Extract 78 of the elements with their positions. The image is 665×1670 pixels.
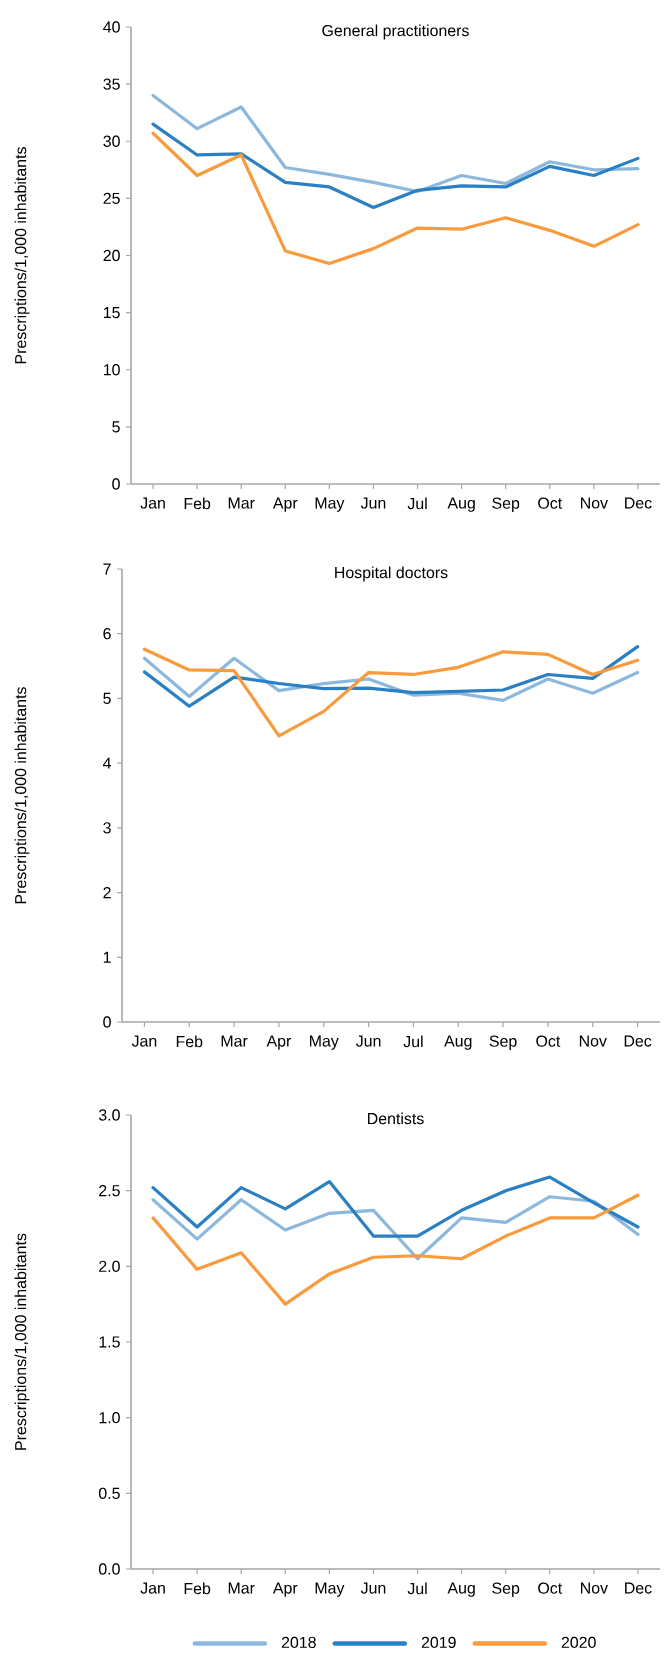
y-tick-label: 20: [103, 249, 120, 262]
x-tick-label: Aug: [444, 1035, 472, 1050]
line-series: [151, 1175, 640, 1238]
y-tick-label: 30: [103, 135, 120, 147]
y-tick-label: 5: [103, 692, 111, 704]
x-tick-label: Mar: [228, 497, 255, 509]
y-tick-label: 0: [103, 1016, 111, 1028]
x-tick-label: Feb: [176, 1035, 203, 1048]
y-tick-label: 40: [103, 21, 120, 33]
x-tick-label: Jun: [355, 1035, 381, 1047]
legend-label: 2020: [561, 1636, 596, 1649]
x-tick-label: Oct: [538, 1582, 563, 1594]
y-tick-label: 7: [103, 563, 111, 575]
x-tick-label: Jul: [403, 1035, 423, 1048]
x-tick-label: Jul: [407, 1582, 427, 1595]
x-tick-label: Jan: [140, 497, 165, 509]
chart-title: General practitioners: [322, 24, 469, 40]
legend-label: 2018: [281, 1636, 316, 1649]
x-tick-label: Mar: [228, 1582, 255, 1594]
x-tick-label: Nov: [581, 497, 608, 509]
x-tick-label: Jun: [360, 1582, 386, 1594]
x-tick-label: Apr: [272, 497, 298, 512]
y-tick-label: 5: [112, 421, 120, 433]
x-tick-label: Jun: [360, 497, 386, 509]
line-series: [151, 93, 640, 194]
y-tick-label: 2.5: [99, 1185, 120, 1197]
x-tick-label: Nov: [579, 1035, 607, 1047]
y-tick-label: 0.5: [98, 1487, 120, 1499]
x-tick-label: Mar: [221, 1035, 248, 1047]
x-tick-label: Feb: [184, 1582, 211, 1595]
x-tick-label: May: [315, 497, 345, 512]
chart-title: Dentists: [368, 1112, 424, 1125]
y-tick-label: 1: [103, 951, 111, 963]
x-tick-label: Apr: [272, 1582, 298, 1597]
x-tick-label: Oct: [538, 497, 563, 509]
y-tick-label: 3.0: [98, 1109, 120, 1121]
y-tick-label: 4: [102, 757, 112, 769]
x-tick-label: Aug: [447, 497, 475, 512]
line-series: [151, 1195, 640, 1261]
y-axis-title: Prescriptions/1,000 inhabitants: [14, 1233, 30, 1450]
x-tick-label: Feb: [184, 497, 211, 510]
y-tick-label: 15: [103, 307, 120, 319]
y-axis-title: Prescriptions/1,000 inhabitants: [14, 147, 30, 364]
x-tick-label: Dec: [625, 497, 652, 509]
y-tick-label: 3: [103, 822, 111, 834]
line-series: [142, 647, 640, 738]
x-tick-label: Jan: [131, 1035, 157, 1047]
y-tick-label: 35: [103, 78, 120, 90]
y-tick-label: 1.0: [99, 1412, 120, 1424]
x-tick-label: Apr: [266, 1035, 292, 1050]
y-tick-label: 1.5: [99, 1336, 120, 1348]
y-tick-label: 10: [103, 364, 120, 376]
x-tick-label: Jan: [140, 1582, 165, 1594]
x-tick-label: Dec: [625, 1582, 652, 1594]
x-tick-label: Sep: [492, 497, 520, 512]
y-tick-label: 2: [103, 887, 111, 899]
line-series: [142, 656, 640, 702]
line-series: [142, 645, 640, 708]
x-tick-label: Sep: [489, 1035, 517, 1050]
x-tick-label: Oct: [536, 1035, 561, 1047]
legend-label: 2019: [421, 1636, 456, 1649]
chart-title: Hospital doctors: [335, 566, 448, 582]
x-tick-label: Sep: [492, 1582, 520, 1597]
line-series: [151, 122, 640, 210]
y-tick-label: 25: [103, 192, 120, 204]
y-tick-label: 2.0: [99, 1260, 120, 1272]
x-tick-label: May: [315, 1582, 345, 1597]
x-tick-label: Nov: [581, 1582, 608, 1594]
y-axis-title: Prescriptions/1,000 inhabitants: [14, 687, 30, 904]
line-series: [151, 1193, 640, 1306]
y-tick-label: 6: [103, 628, 111, 640]
x-tick-label: Jul: [407, 497, 427, 510]
x-tick-label: May: [310, 1035, 339, 1050]
y-tick-label: 0: [112, 478, 120, 490]
line-series: [151, 131, 640, 266]
x-tick-label: Aug: [447, 1582, 475, 1597]
y-tick-label: 0.0: [98, 1563, 120, 1575]
x-tick-label: Dec: [624, 1035, 652, 1047]
